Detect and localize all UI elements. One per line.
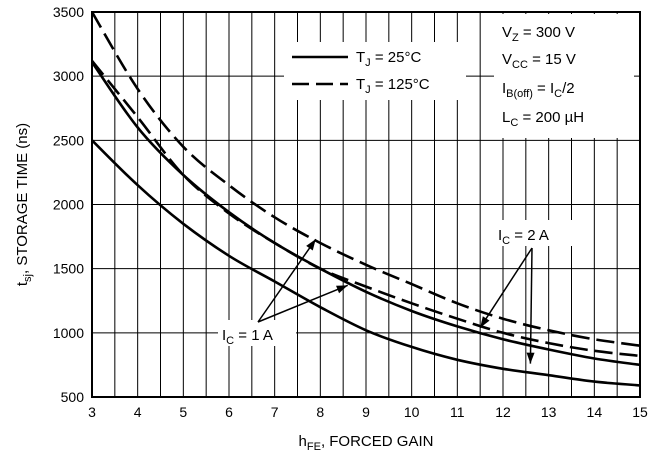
x-tick-label: 7 bbox=[271, 404, 279, 420]
y-axis-title-main: t bbox=[14, 281, 31, 286]
conditions-background bbox=[494, 14, 634, 138]
x-tick-label: 11 bbox=[450, 404, 465, 420]
x-axis-title: hFE, FORCED GAIN bbox=[299, 433, 434, 453]
condition-vcc: VCC = 15 V bbox=[502, 51, 576, 71]
x-tick-label: 9 bbox=[362, 404, 370, 420]
x-tick-label: 10 bbox=[404, 404, 420, 420]
x-tick-label: 3 bbox=[88, 404, 96, 420]
annotation-arrow-head bbox=[306, 239, 316, 251]
condition-lc: LC = 200 µH bbox=[502, 109, 584, 129]
series-line-2 bbox=[90, 59, 641, 358]
x-tick-label: 14 bbox=[587, 404, 603, 420]
x-tick-labels: 3 4 5 6 7 8 9 10 11 12 13 14 15 bbox=[88, 404, 648, 420]
x-axis-title-sub: FE bbox=[307, 441, 321, 453]
test-conditions: VZ = 300 V VCC = 15 V IB(off) = IC/2 LC … bbox=[494, 14, 634, 138]
x-tick-label: 15 bbox=[632, 404, 648, 420]
y-tick-label: 1500 bbox=[53, 261, 84, 277]
annotations: IC = 1 A IC = 2 A bbox=[218, 220, 574, 364]
annotation-arrow-line bbox=[529, 247, 533, 364]
legend-entry-125c: TJ = 125°C bbox=[356, 76, 430, 96]
x-tick-label: 4 bbox=[134, 404, 142, 420]
x-axis-title-main: h bbox=[299, 433, 307, 450]
legend-entry-25c: TJ = 25°C bbox=[356, 49, 421, 69]
annotation-ic1-background bbox=[218, 320, 296, 346]
series-lines bbox=[90, 11, 641, 387]
annotation-arrow-line bbox=[257, 238, 317, 323]
series-line-0 bbox=[91, 139, 641, 387]
legend-background bbox=[284, 42, 466, 100]
annotation-arrow-line bbox=[257, 284, 349, 323]
series-line-3 bbox=[90, 11, 641, 347]
legend: TJ = 25°C TJ = 125°C bbox=[284, 42, 466, 100]
y-axis-title: tsj, STORAGE TIME (ns) bbox=[14, 123, 34, 286]
y-tick-label: 3000 bbox=[53, 68, 84, 84]
y-axis-title-sub: sj bbox=[22, 274, 34, 282]
annotation-arrow-head bbox=[336, 285, 348, 294]
annotation-ic-2a: IC = 2 A bbox=[498, 227, 549, 247]
annotation-arrow-head bbox=[526, 352, 535, 364]
annotation-arrow-line bbox=[479, 247, 533, 329]
y-tick-label: 2000 bbox=[53, 197, 84, 213]
y-tick-label: 1000 bbox=[53, 325, 84, 341]
y-axis-title-rest: , STORAGE TIME (ns) bbox=[14, 123, 31, 274]
y-tick-label: 3500 bbox=[53, 4, 84, 20]
y-tick-label: 2500 bbox=[53, 132, 84, 148]
y-tick-labels: 500 1000 1500 2000 2500 3000 3500 bbox=[53, 4, 84, 405]
x-tick-label: 12 bbox=[495, 404, 511, 420]
x-tick-label: 8 bbox=[316, 404, 324, 420]
annotation-arrow-head bbox=[480, 316, 490, 328]
x-tick-label: 13 bbox=[541, 404, 557, 420]
annotation-ic-1a: IC = 1 A bbox=[222, 327, 273, 347]
x-tick-label: 6 bbox=[225, 404, 233, 420]
condition-ib-off: IB(off) = IC/2 bbox=[502, 80, 575, 100]
annotation-ic2-background bbox=[494, 220, 574, 246]
annotation-arrows bbox=[257, 238, 535, 364]
plot-frame bbox=[91, 11, 641, 398]
y-tick-label: 500 bbox=[61, 389, 85, 405]
x-tick-label: 5 bbox=[179, 404, 187, 420]
x-axis-title-rest: , FORCED GAIN bbox=[321, 433, 434, 450]
condition-vz: VZ = 300 V bbox=[502, 24, 575, 44]
